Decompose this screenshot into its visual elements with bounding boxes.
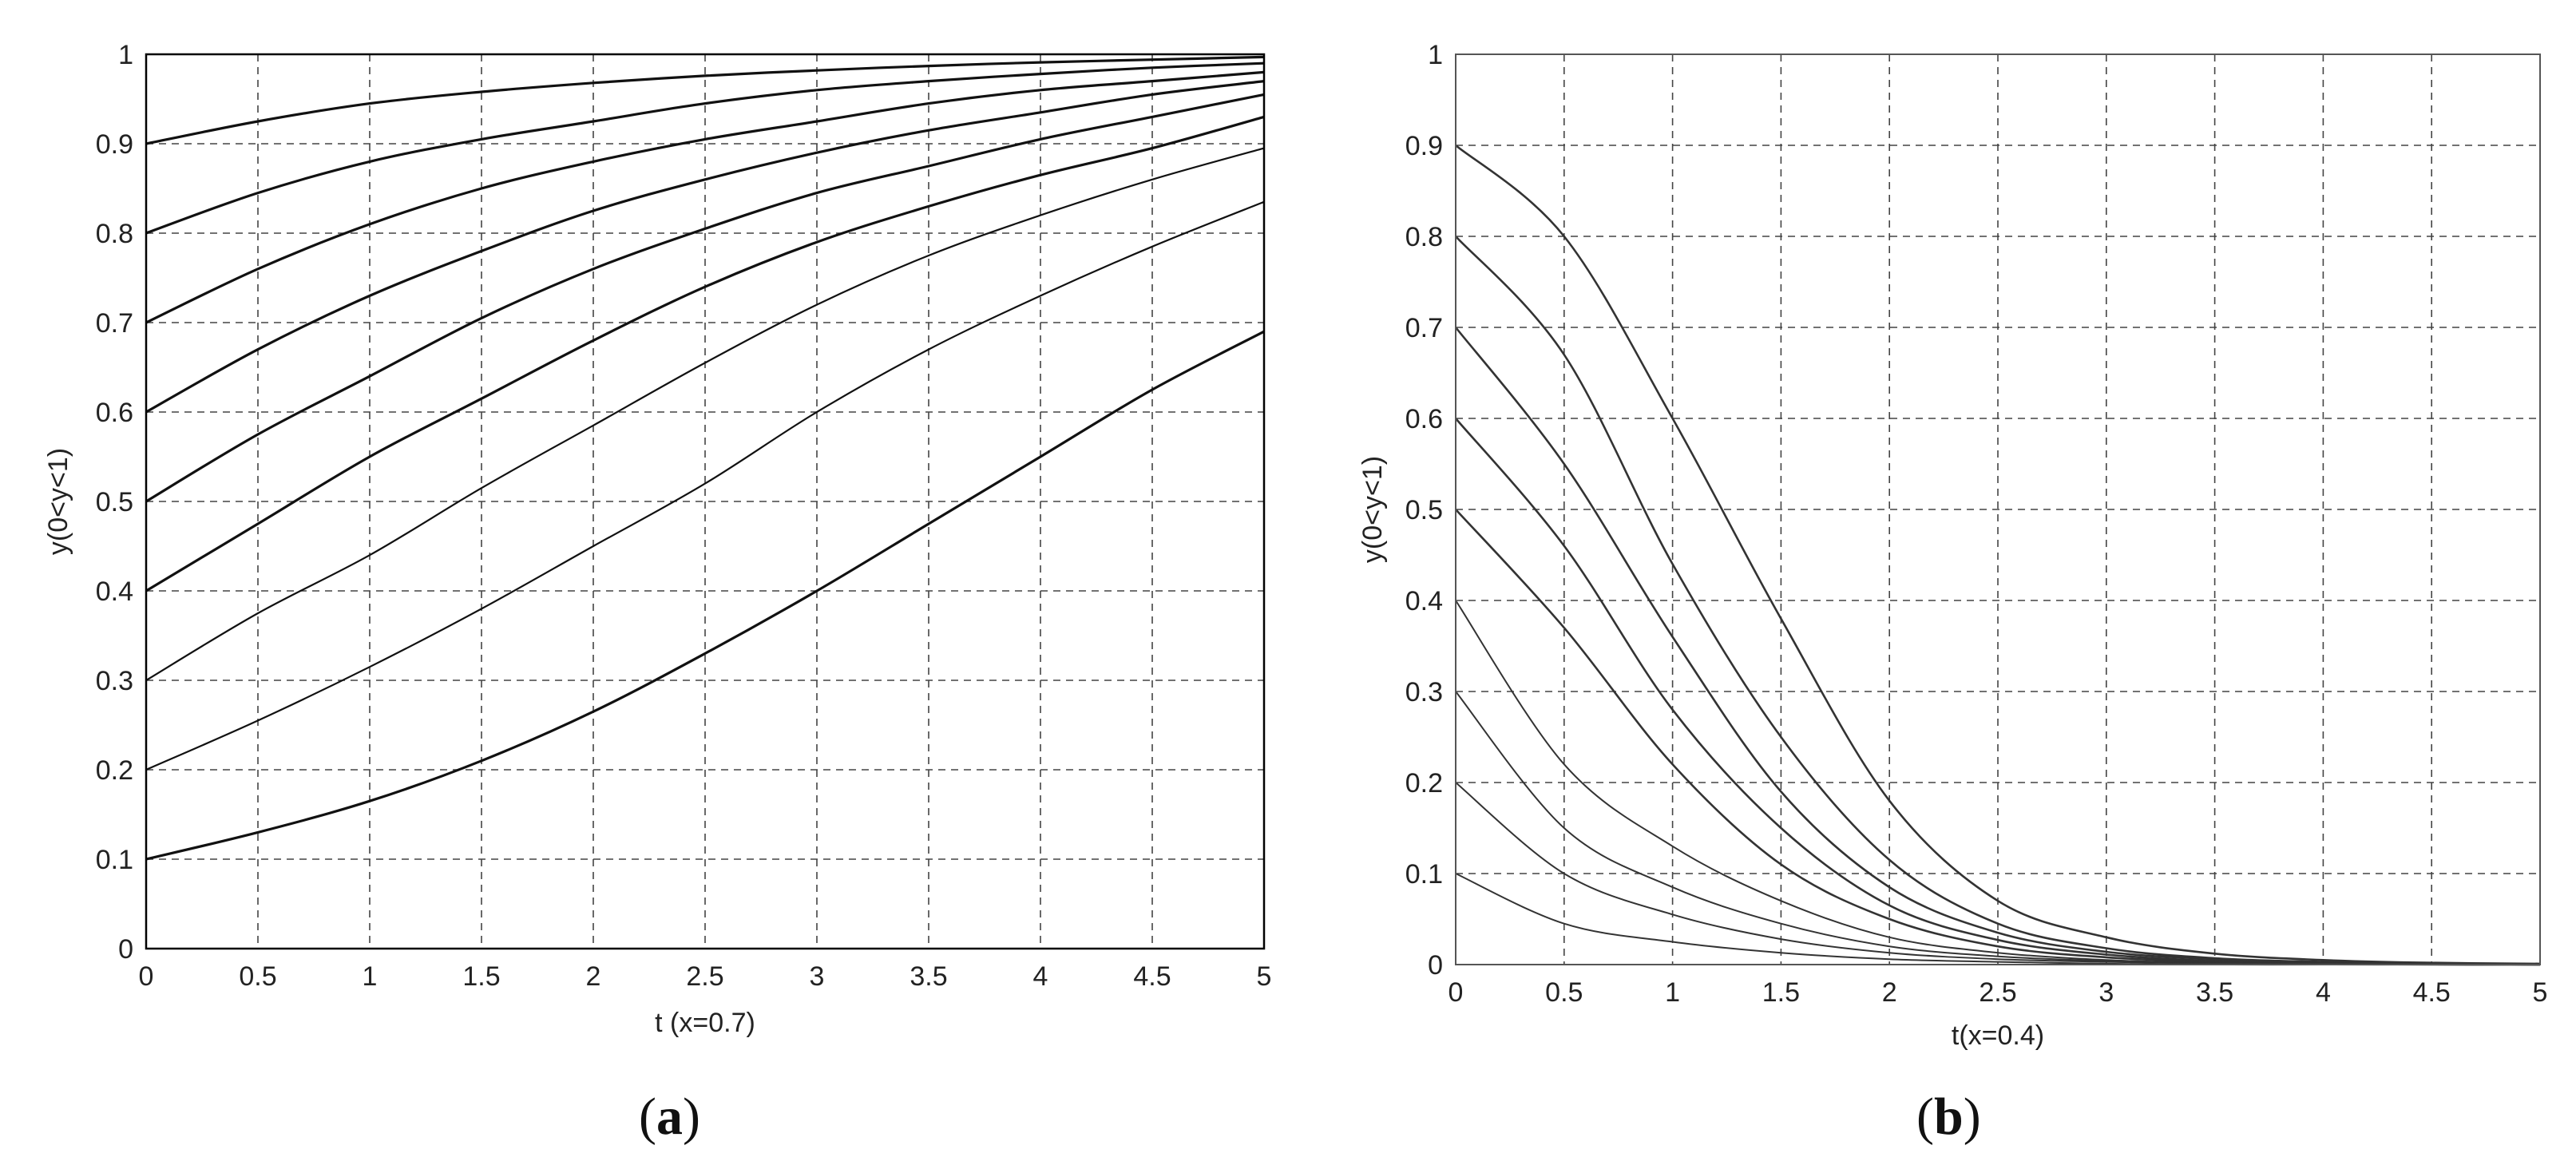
y-tick-label: 0.5 [96,487,133,517]
series-line-a-3 [145,147,1265,681]
panel-letter-a: a [656,1088,683,1146]
series-line-a-2 [145,200,1265,771]
y-tick-label: 0.3 [1405,677,1443,707]
x-tick-label: 5 [1257,961,1272,992]
series-line-b-1 [1455,145,2541,965]
y-tick-label: 0.7 [1405,313,1443,343]
x-tick-label: 3.5 [2196,977,2233,1008]
y-tick-label: 0.4 [1405,586,1443,616]
series-line-a-8 [145,61,1265,235]
x-tick-label: 3.5 [910,961,947,992]
x-tick-label: 4 [2316,977,2331,1008]
y-tick-label: 0.3 [96,666,133,696]
x-tick-label: 1.5 [462,961,500,992]
y-tick-label: 0 [1428,950,1443,981]
series-group-a [145,55,1265,861]
x-tick-label: 0.5 [1545,977,1583,1008]
x-tick-label: 2.5 [686,961,723,992]
y-tick-label: 0.6 [1405,404,1443,434]
series-line-a-7 [145,70,1265,324]
y-tick-label: 0.6 [96,398,133,428]
y-tick-label: 0.8 [1405,222,1443,252]
chart-panel-a: 0 0.5 1 1.5 2 2.5 3 3.5 4 4.5 5 0 0.1 0.2 0.3 0.4 0.5 0.… [43,40,1271,1146]
panel-label-b: (b) [1916,1088,1981,1146]
y-tick-label: 0.5 [1405,495,1443,525]
series-line-a-1 [145,330,1265,861]
x-tick-label: 4.5 [1133,961,1171,992]
plot-frame-a [145,53,1266,950]
y-tick-label: 1 [1428,40,1443,70]
x-axis-label-b: t(x=0.4) [1952,1020,2044,1051]
y-axis-label-a: y(0<y<1) [43,448,73,555]
grid-b [1456,54,2540,965]
x-tick-label: 1 [1665,977,1680,1008]
y-tick-label: 0.9 [1405,131,1443,161]
chart-panel-b: 0 0.5 1 1.5 2 2.5 3 3.5 4 4.5 5 0 0.1 0.2 0.3 0.4 0.5 0.… [1357,40,2547,1146]
x-tick-label: 2 [1882,977,1897,1008]
y-axis-label-b: y(0<y<1) [1357,456,1388,563]
panel-label-a: (a) [639,1088,700,1146]
y-tick-label: 0.1 [1405,859,1443,890]
series-line-a-6 [145,80,1265,414]
y-tick-labels-b: 0 0.1 0.2 0.3 0.4 0.5 0.6 0.7 0.8 0.9 1 [1405,40,1443,981]
y-tick-label: 0.2 [96,755,133,786]
y-tick-label: 0.1 [96,845,133,875]
x-tick-label: 5 [2533,977,2548,1008]
y-tick-label: 1 [118,40,133,70]
y-tick-label: 0.7 [96,308,133,339]
x-axis-label-a: t (x=0.7) [655,1008,755,1038]
plot-frame-b [1455,53,2541,965]
y-tick-labels-a: 0 0.1 0.2 0.3 0.4 0.5 0.6 0.7 0.8 0.9 1 [96,40,133,965]
y-tick-label: 0.8 [96,219,133,249]
series-line-a-4 [145,115,1265,592]
x-tick-label: 3 [810,961,825,992]
y-tick-label: 0.9 [96,129,133,160]
x-tick-label: 0.5 [239,961,276,992]
y-tick-label: 0.2 [1405,768,1443,798]
x-tick-label: 3 [2098,977,2114,1008]
y-tick-label: 0 [118,934,133,965]
x-tick-labels-b: 0 0.5 1 1.5 2 2.5 3 3.5 4 4.5 5 [1449,977,2548,1008]
x-tick-label: 4.5 [2413,977,2451,1008]
panel-letter-b: b [1934,1088,1964,1146]
grid-a [146,54,1264,949]
x-tick-label: 4 [1033,961,1048,992]
x-tick-labels-a: 0 0.5 1 1.5 2 2.5 3 3.5 4 4.5 5 [139,961,1272,992]
series-line-a-5 [145,93,1265,503]
x-tick-label: 0 [139,961,154,992]
x-tick-label: 0 [1449,977,1464,1008]
x-tick-label: 2 [586,961,601,992]
x-tick-label: 1 [363,961,378,992]
y-tick-label: 0.4 [96,577,133,607]
x-tick-label: 2.5 [1979,977,2016,1008]
series-line-a-9 [145,55,1265,145]
x-tick-label: 1.5 [1762,977,1800,1008]
